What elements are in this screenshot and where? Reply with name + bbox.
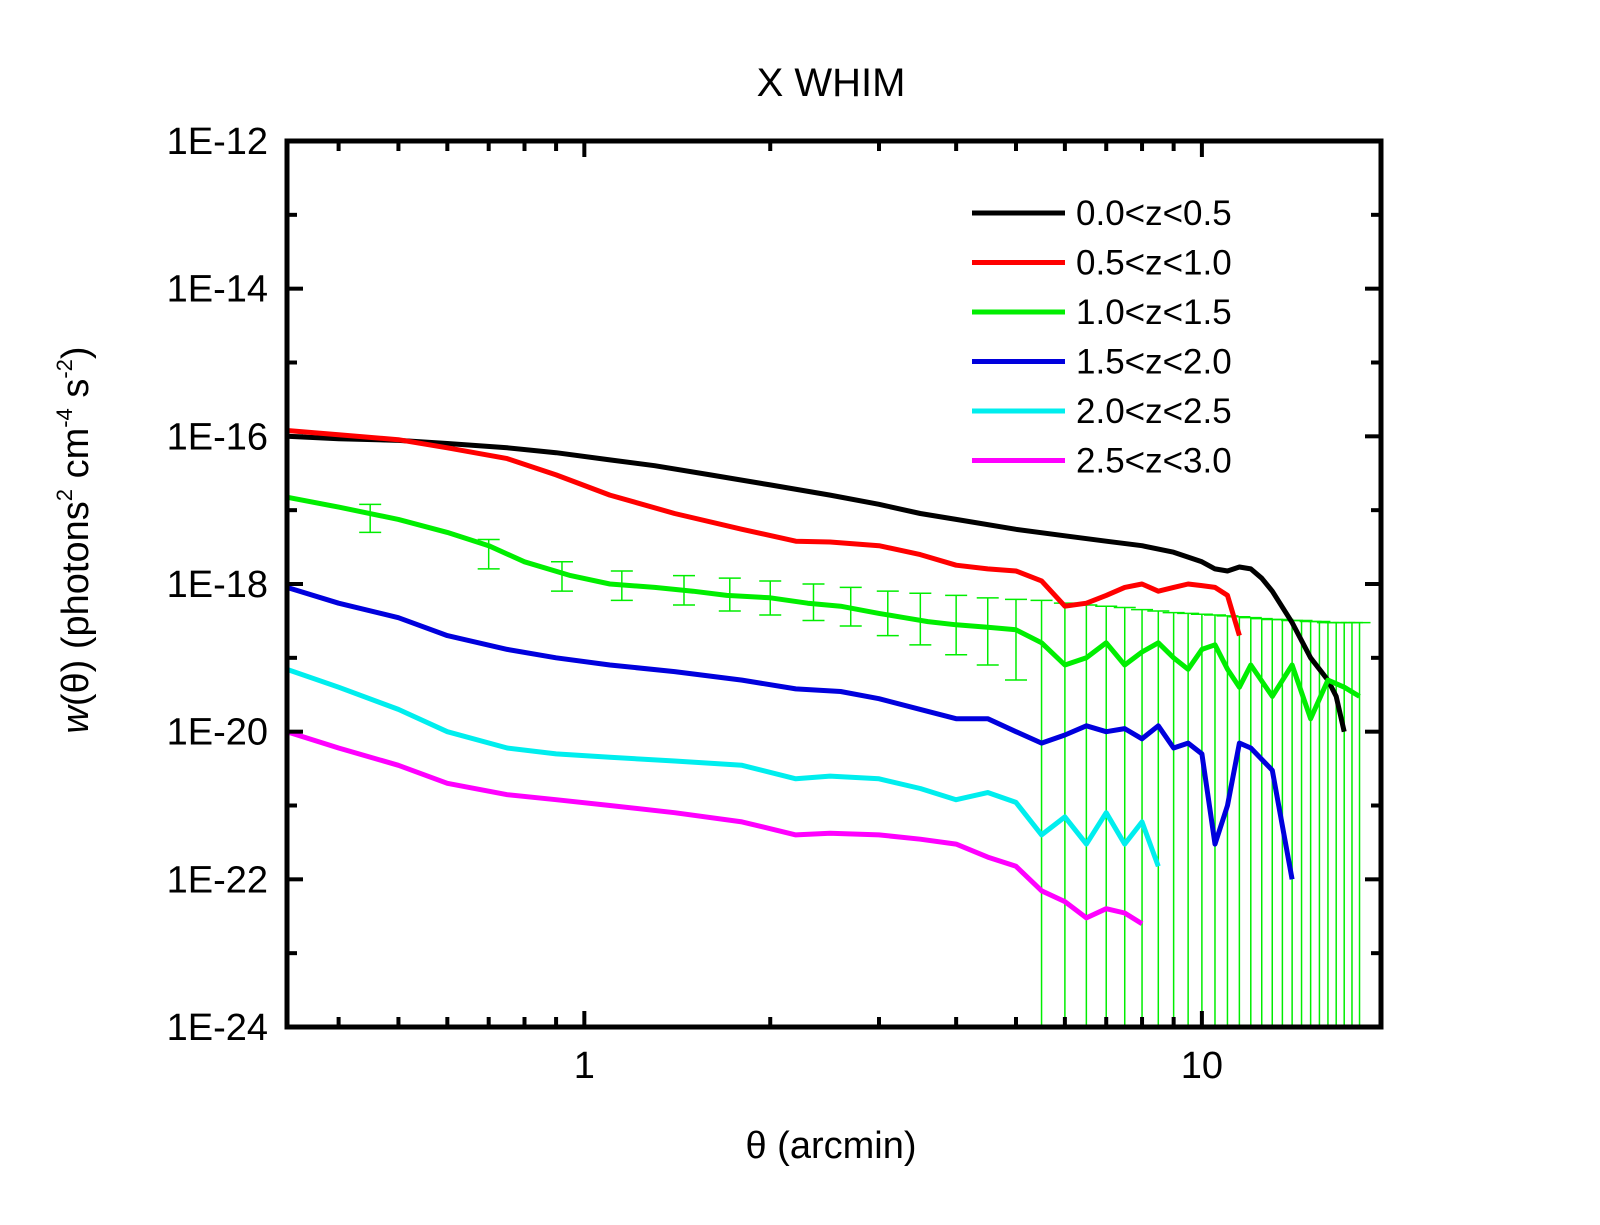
- series-line-1-5-z-2-0: [287, 585, 1295, 880]
- y-tick-label: 1E-16: [167, 416, 268, 458]
- y-tick-label: 1E-14: [167, 269, 268, 311]
- y-label-italic: w: [55, 704, 97, 734]
- axis-ticks: [287, 139, 1381, 1029]
- y-label-mid2: s: [55, 379, 97, 409]
- y-label-sup1: 2: [52, 489, 77, 501]
- legend-label-0-5-z-1-0: 0.5<z<1.0: [1076, 244, 1232, 283]
- legend-label-0-0-z-0-5: 0.0<z<0.5: [1076, 194, 1232, 233]
- x-tick-label: 10: [1181, 1045, 1223, 1087]
- series-line-0-0-z-0-5: [287, 433, 1347, 733]
- y-label-suffix: ): [55, 346, 97, 359]
- chart-title: X WHIM: [757, 61, 906, 105]
- y-label-sup3: -2: [52, 359, 77, 379]
- legend: 0.0<z<0.5 0.5<z<1.0 1.0<z<1.5 1.5<z<2.0 2.0<…: [972, 194, 1232, 481]
- series-line-1-0-z-1-5: [287, 494, 1361, 722]
- legend-label-1-0-z-1-5: 1.0<z<1.5: [1076, 293, 1232, 332]
- series-line-2-0-z-2-5: [287, 666, 1161, 868]
- x-tick-labels: 1 10: [574, 1045, 1223, 1087]
- y-tick-labels: 1E-12 1E-14 1E-16 1E-18 1E-20 1E-22 1E-24: [167, 121, 268, 1049]
- legend-label-2-5-z-3-0: 2.5<z<3.0: [1076, 442, 1232, 481]
- x-tick-label: 1: [574, 1045, 595, 1087]
- y-label-prefix: (θ) (photons: [55, 501, 97, 706]
- y-tick-label: 1E-12: [167, 121, 268, 163]
- y-label-sup2: -4: [52, 408, 77, 428]
- y-tick-label: 1E-20: [167, 712, 268, 754]
- y-label-mid1: cm: [55, 428, 97, 489]
- y-tick-label: 1E-18: [167, 564, 268, 606]
- series-line-2-5-z-3-0: [287, 729, 1144, 926]
- legend-label-1-5-z-2-0: 1.5<z<2.0: [1076, 343, 1232, 382]
- x-axis-label: θ (arcmin): [745, 1125, 916, 1167]
- y-tick-label: 1E-22: [167, 859, 268, 901]
- y-tick-label: 1E-24: [167, 1007, 268, 1049]
- series-line-0-5-z-1-0: [287, 428, 1242, 637]
- plot-area: [287, 428, 1371, 1027]
- legend-label-2-0-z-2-5: 2.0<z<2.5: [1076, 392, 1232, 431]
- y-axis-label: w(θ) (photons2 cm-4 s-2): [52, 346, 97, 733]
